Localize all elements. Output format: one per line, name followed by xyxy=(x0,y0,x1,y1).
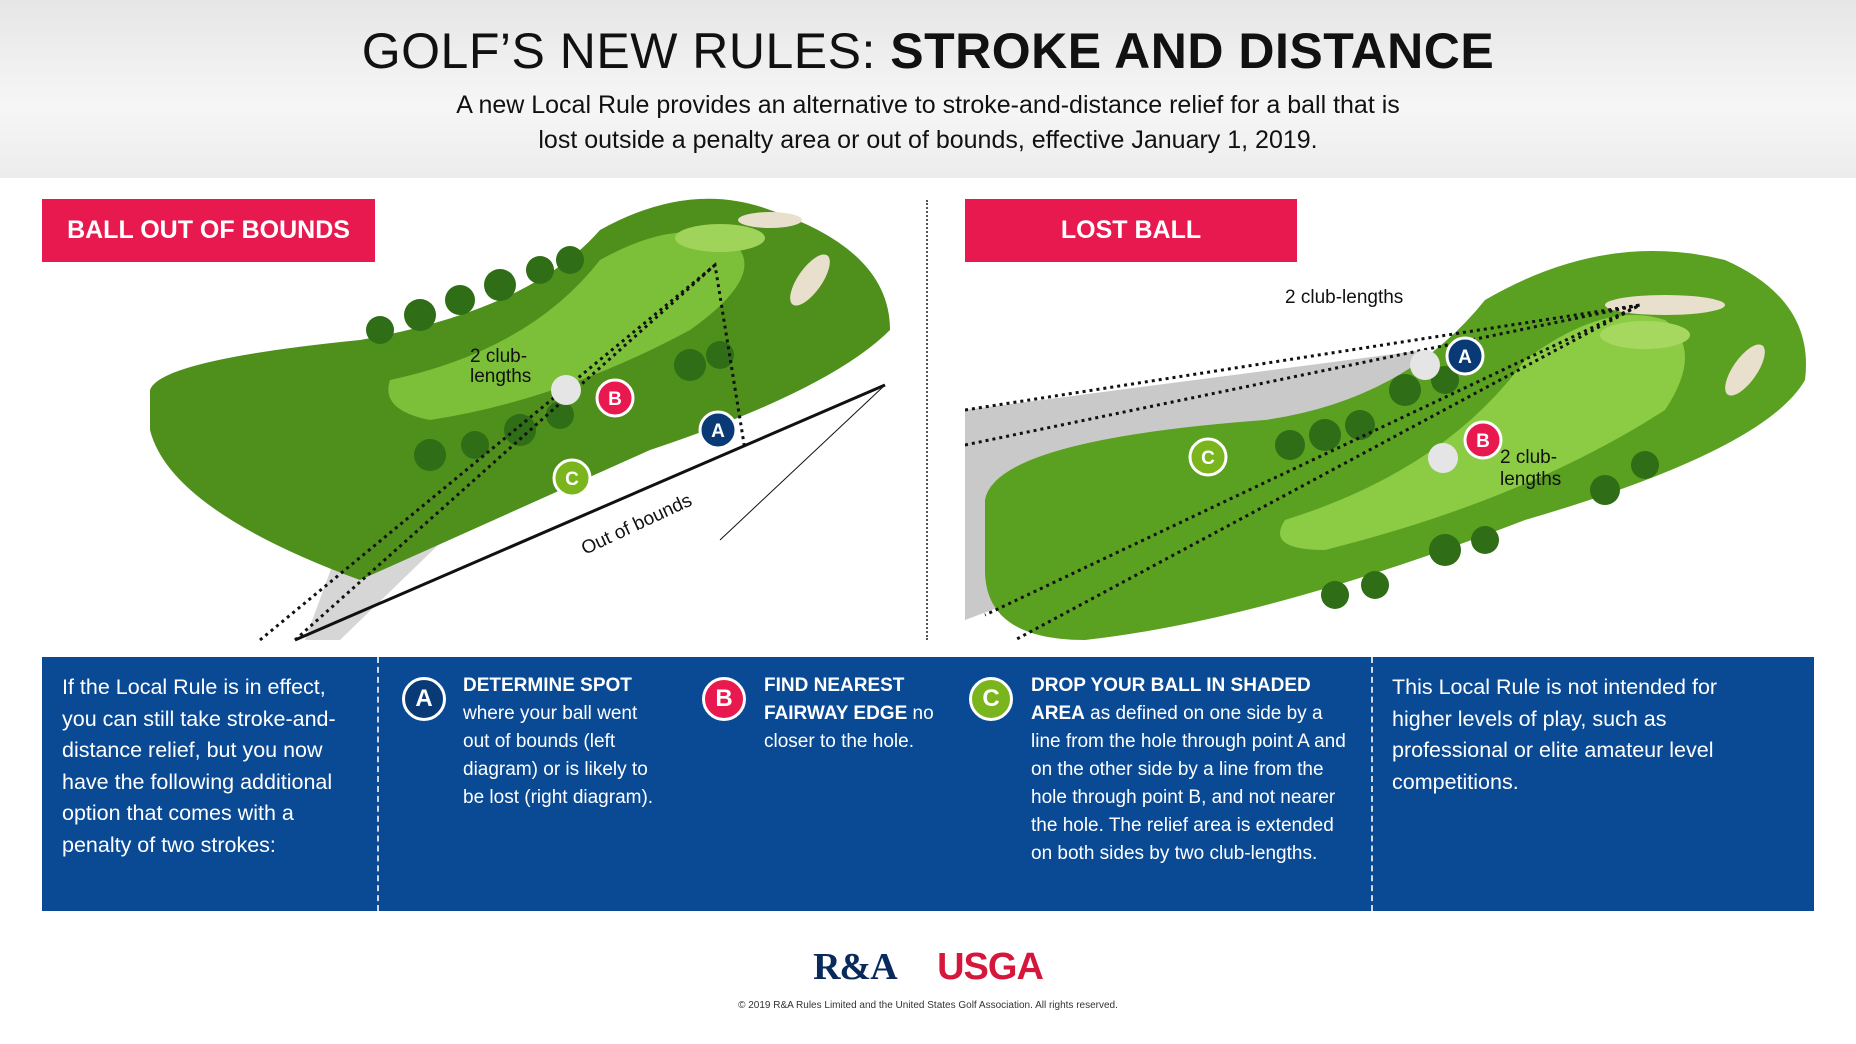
tag-ball-out-of-bounds: BALL OUT OF BOUNDS xyxy=(42,199,375,262)
trees xyxy=(366,246,734,471)
marker-b: B xyxy=(595,378,635,418)
ra-logo: R&A xyxy=(813,946,898,988)
page-title: GOLF’S NEW RULES: STROKE AND DISTANCE xyxy=(361,23,1495,79)
out-of-bounds-line xyxy=(294,383,886,642)
left-course-diagram: 2 club- lengths Out of bounds B A C xyxy=(150,198,890,642)
divider xyxy=(1371,657,1373,911)
svg-text:C: C xyxy=(1201,448,1215,469)
svg-text:A: A xyxy=(1458,347,1472,368)
svg-text:C: C xyxy=(565,469,579,490)
club-lengths-label: 2 club- xyxy=(470,346,527,367)
club-lengths-label: lengths xyxy=(1500,469,1561,490)
svg-text:A: A xyxy=(711,421,725,442)
step-b: FIND NEAREST FAIRWAY EDGE no closer to t… xyxy=(764,675,934,752)
club-lengths-label: 2 club-lengths xyxy=(1285,287,1403,308)
svg-text:B: B xyxy=(1476,431,1490,452)
bunker xyxy=(1605,295,1725,315)
intro-text: If the Local Rule is in effect, you can … xyxy=(62,675,336,857)
note-text: This Local Rule is not intended for high… xyxy=(1392,675,1718,794)
green xyxy=(675,224,765,252)
club-lengths-label: lengths xyxy=(470,366,531,387)
marker-c: C xyxy=(1188,437,1228,477)
bunker xyxy=(790,254,830,306)
step-a: DETERMINE SPOT where your ball went out … xyxy=(463,675,654,808)
marker-c-icon: C xyxy=(969,677,1013,721)
divider xyxy=(377,657,379,911)
out-of-bounds-label: Out of bounds xyxy=(578,490,695,559)
step-c: DROP YOUR BALL IN SHADED AREA as defined… xyxy=(1031,675,1346,864)
club-lengths-label: 2 club- xyxy=(1500,447,1557,468)
bunker xyxy=(1725,344,1765,396)
tag-lost-ball: LOST BALL xyxy=(965,199,1297,262)
trees xyxy=(1275,366,1659,609)
right-course-diagram: 2 club-lengths 2 club- lengths A B C xyxy=(965,251,1806,642)
marker-b-icon: B xyxy=(702,677,746,721)
line-through-a xyxy=(259,262,747,642)
green xyxy=(1600,321,1690,349)
marker-c: C xyxy=(552,458,592,498)
marker-a-icon: A xyxy=(402,677,446,721)
svg-text:B: B xyxy=(608,389,622,410)
subtitle: A new Local Rule provides an alternative… xyxy=(456,91,1400,154)
logos: R&A USGA xyxy=(0,945,1856,989)
bunker xyxy=(738,212,802,228)
marker-a: A xyxy=(1445,336,1485,376)
marker-b: B xyxy=(1463,420,1503,460)
usga-logo: USGA xyxy=(937,946,1044,988)
info-panel: If the Local Rule is in effect, you can … xyxy=(42,657,1814,911)
header: GOLF’S NEW RULES: STROKE AND DISTANCE A … xyxy=(0,0,1856,178)
left-fairway xyxy=(388,232,745,420)
copyright: © 2019 R&A Rules Limited and the United … xyxy=(738,1000,1118,1011)
marker-a: A xyxy=(698,410,738,450)
divider xyxy=(926,200,928,640)
